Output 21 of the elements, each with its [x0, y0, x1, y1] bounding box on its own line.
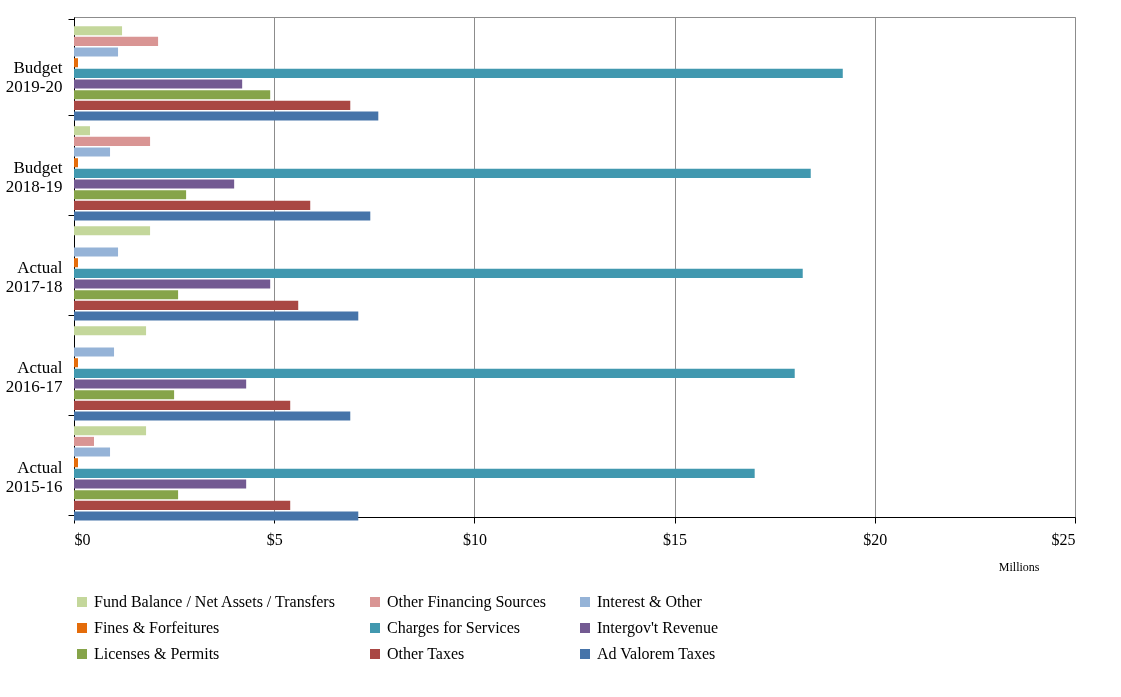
- x-tick-label: $15: [663, 530, 688, 548]
- legend-label: Interest & Other: [597, 593, 703, 610]
- legend-label: Intergov't Revenue: [597, 619, 719, 637]
- y-tick-label: Actual 2015-16: [5, 457, 63, 496]
- legend-label: Charges for Services: [387, 619, 520, 637]
- legend-label: Fines & Forfeitures: [94, 619, 220, 636]
- y-tick-label: Budget 2018-19: [5, 157, 63, 196]
- legend-label: Fund Balance / Net Assets / Transfers: [94, 593, 335, 610]
- x-tick-label: $10: [462, 530, 487, 548]
- x-tick-label: $20: [863, 530, 888, 548]
- y-tick-label: Actual 2017-18: [5, 257, 63, 296]
- x-axis-title: Millions: [998, 559, 1040, 574]
- y-tick-label: Budget 2019-20: [5, 57, 63, 96]
- legend-label: Licenses & Permits: [94, 645, 220, 662]
- x-tick-label: $0: [74, 530, 91, 548]
- legend-label: Other Financing Sources: [387, 593, 547, 611]
- x-tick-label: $5: [266, 530, 283, 548]
- legend-label: Other Taxes: [387, 645, 465, 662]
- x-tick-label: $25: [1051, 530, 1076, 548]
- y-tick-label: Actual 2016-17: [5, 357, 63, 396]
- legend-label: Ad Valorem Taxes: [597, 645, 716, 662]
